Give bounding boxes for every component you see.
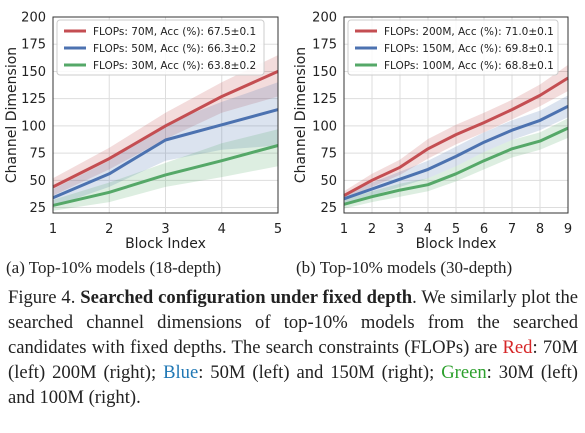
caption-red-text: : 70M (left) 200M (right); xyxy=(8,337,578,383)
series-line-1 xyxy=(343,104,569,201)
y-tick-label: 150 xyxy=(312,65,337,80)
x-tick-label: 1 xyxy=(49,222,57,237)
series-line-0 xyxy=(52,70,279,189)
series-band-2 xyxy=(53,129,278,211)
y-tick-label: 75 xyxy=(29,147,46,162)
series-line-2 xyxy=(343,126,569,206)
y-axis-label: Channel Dimension xyxy=(4,47,20,183)
y-tick-label: 100 xyxy=(21,119,46,134)
x-axis-label: Block Index xyxy=(125,236,206,252)
chart-panel-b: 25 50 75 100 125 150 175 200 1 2 3 4 5 6 7 8 9 Block Inde… xyxy=(293,11,572,253)
legend-label-2: FLOPs: 30M, Acc (%): 63.8±0.2 xyxy=(93,60,256,72)
legend-label-2: FLOPs: 100M, Acc (%): 68.8±0.1 xyxy=(384,60,554,72)
y-tick-label: 150 xyxy=(21,65,46,80)
caption-blue-word: Blue xyxy=(163,362,199,383)
x-tick-label: 6 xyxy=(480,222,488,237)
x-tick-label: 7 xyxy=(508,222,516,237)
x-tick-label: 1 xyxy=(340,222,348,237)
legend: FLOPs: 70M, Acc (%): 67.5±0.1 FLOPs: 50M,… xyxy=(56,19,265,76)
chart-panel-a: 25 50 75 100 125 150 175 200 1 2 3 4 5 Block Index Cha… xyxy=(4,11,282,253)
y-tick-label: 200 xyxy=(21,11,46,26)
x-tick-label: 9 xyxy=(564,222,572,237)
figure-caption: Figure 4. Searched configuration under f… xyxy=(8,285,578,410)
y-tick-label: 25 xyxy=(320,201,337,216)
legend: FLOPs: 200M, Acc (%): 71.0±0.1 FLOPs: 150… xyxy=(347,19,559,76)
x-tick-label: 2 xyxy=(105,222,113,237)
legend-label-1: FLOPs: 50M, Acc (%): 66.3±0.2 xyxy=(93,43,256,55)
y-tick-label: 100 xyxy=(312,119,337,134)
y-tick-label: 125 xyxy=(312,92,337,107)
y-tick-label: 200 xyxy=(312,11,337,26)
legend-label-1: FLOPs: 150M, Acc (%): 69.8±0.1 xyxy=(384,43,554,55)
y-tick-label: 75 xyxy=(320,147,337,162)
series-band-1 xyxy=(344,95,568,204)
x-tick-label: 4 xyxy=(218,222,226,237)
x-tick-label: 5 xyxy=(274,222,282,237)
plot-frame xyxy=(52,16,279,214)
legend-box xyxy=(347,19,559,76)
caption-body: . We similarly plot the searched channel… xyxy=(8,287,579,358)
series-band-2 xyxy=(344,118,568,209)
legend-box xyxy=(56,19,265,76)
caption-label: Figure 4. xyxy=(8,287,76,308)
x-axis-label: Block Index xyxy=(416,236,497,252)
series-line-1 xyxy=(52,108,279,200)
subcaption-a: (a) Top-10% models (18-depth) xyxy=(6,258,222,277)
y-tick-label: 175 xyxy=(21,38,46,53)
x-tick-label: 4 xyxy=(424,222,432,237)
y-tick-label: 175 xyxy=(312,38,337,53)
y-tick-label: 125 xyxy=(21,92,46,107)
series-line-2 xyxy=(52,144,279,207)
y-tick-label: 50 xyxy=(320,174,337,189)
plot-frame xyxy=(343,16,569,214)
series-line-0 xyxy=(343,76,569,197)
caption-blue-text: : 50M (left) and 150M (right); xyxy=(198,362,442,383)
caption-green-text: : 30M (left) and 100M (right). xyxy=(8,362,579,408)
caption-title: Searched configuration under fixed depth xyxy=(80,287,413,308)
legend-label-0: FLOPs: 70M, Acc (%): 67.5±0.1 xyxy=(93,26,256,38)
x-tick-label: 2 xyxy=(368,222,376,237)
y-tick-label: 25 xyxy=(29,201,46,216)
y-tick-label: 50 xyxy=(29,174,46,189)
y-axis-label: Channel Dimension xyxy=(293,47,309,183)
legend-label-0: FLOPs: 200M, Acc (%): 71.0±0.1 xyxy=(384,26,554,38)
x-tick-label: 3 xyxy=(396,222,404,237)
caption-green-word: Green xyxy=(441,362,487,383)
caption-red-word: Red xyxy=(502,337,533,358)
x-tick-label: 5 xyxy=(452,222,460,237)
x-tick-label: 3 xyxy=(161,222,169,237)
x-tick-label: 8 xyxy=(536,222,544,237)
subcaption-b: (b) Top-10% models (30-depth) xyxy=(296,258,513,277)
